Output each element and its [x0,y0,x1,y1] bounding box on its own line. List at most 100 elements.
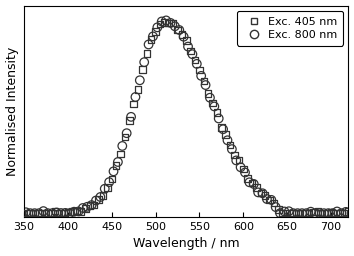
Exc. 800 nm [290,211,296,215]
Exc. 800 nm [159,19,165,24]
Exc. 405 nm [249,181,255,185]
Exc. 405 nm [43,211,49,215]
Exc. 405 nm [337,211,343,215]
Exc. 800 nm [273,205,279,209]
Exc. 800 nm [62,211,68,215]
Exc. 405 nm [47,211,53,215]
Exc. 800 nm [325,211,331,215]
Exc. 405 nm [78,209,84,214]
Exc. 800 nm [133,95,138,99]
Exc. 405 nm [21,211,27,215]
Exc. 405 nm [113,164,119,168]
Legend: Exc. 405 nm, Exc. 800 nm: Exc. 405 nm, Exc. 800 nm [237,11,343,46]
Exc. 405 nm [253,185,259,189]
Exc. 405 nm [122,135,128,139]
Exc. 800 nm [242,170,248,175]
Exc. 405 nm [245,177,251,181]
Exc. 405 nm [69,209,75,214]
Exc. 405 nm [153,30,159,34]
Exc. 800 nm [41,209,46,213]
Exc. 405 nm [135,87,141,91]
Exc. 405 nm [310,210,316,214]
Exc. 405 nm [61,211,67,215]
Exc. 800 nm [211,104,217,109]
Exc. 405 nm [118,152,123,156]
Exc. 800 nm [84,205,90,209]
Exc. 800 nm [54,210,59,215]
Exc. 800 nm [338,211,344,215]
Exc. 405 nm [258,191,264,195]
Exc. 405 nm [131,102,137,106]
Exc. 405 nm [214,111,220,115]
Exc. 800 nm [23,210,29,214]
Exc. 405 nm [293,211,299,215]
Exc. 405 nm [201,79,207,83]
Exc. 800 nm [216,116,222,121]
Exc. 800 nm [27,211,33,215]
Exc. 405 nm [332,211,338,215]
Exc. 800 nm [277,211,283,215]
Exc. 405 nm [289,211,294,215]
Exc. 405 nm [267,198,272,202]
Exc. 405 nm [271,201,277,205]
Exc. 800 nm [343,210,349,214]
Exc. 405 nm [302,211,307,215]
Exc. 800 nm [251,182,257,186]
Exc. 800 nm [268,198,274,202]
Exc. 405 nm [196,68,202,72]
Exc. 405 nm [65,210,71,214]
Exc. 800 nm [295,211,301,215]
Exc. 405 nm [91,203,97,207]
Exc. 405 nm [205,92,211,96]
Exc. 405 nm [175,28,180,32]
Exc. 800 nm [80,206,86,210]
Exc. 800 nm [124,131,130,135]
Exc. 405 nm [139,68,145,72]
Exc. 800 nm [111,169,116,173]
Exc. 405 nm [25,211,31,215]
Exc. 800 nm [67,211,73,215]
Exc. 405 nm [280,211,286,215]
Exc. 800 nm [93,198,99,202]
Exc. 800 nm [58,211,64,215]
Exc. 405 nm [109,177,115,181]
Exc. 800 nm [102,187,108,191]
Exc. 800 nm [225,138,230,142]
Exc. 800 nm [141,60,147,64]
Exc. 405 nm [39,211,45,215]
Exc. 800 nm [154,25,160,29]
Exc. 800 nm [49,211,55,215]
Exc. 405 nm [218,125,224,129]
Exc. 800 nm [137,78,143,82]
Exc. 800 nm [76,209,81,214]
Exc. 800 nm [181,35,187,39]
Exc. 405 nm [315,210,321,214]
Exc. 405 nm [96,197,102,201]
Exc. 800 nm [163,18,169,23]
Exc. 800 nm [185,45,191,49]
Exc. 405 nm [34,211,40,215]
Exc. 800 nm [260,191,266,195]
Exc. 405 nm [144,51,150,55]
Exc. 405 nm [166,21,172,25]
Exc. 405 nm [87,203,93,207]
Exc. 800 nm [207,96,213,100]
Exc. 405 nm [232,153,237,157]
Exc. 800 nm [312,211,318,215]
X-axis label: Wavelength / nm: Wavelength / nm [133,238,240,250]
Exc. 800 nm [168,21,173,25]
Exc. 405 nm [148,38,154,42]
Exc. 800 nm [128,115,134,119]
Exc. 405 nm [341,211,347,215]
Exc. 800 nm [229,147,235,151]
Exc. 800 nm [176,28,182,32]
Exc. 800 nm [190,52,195,56]
Exc. 405 nm [324,211,329,215]
Exc. 800 nm [246,180,252,184]
Exc. 800 nm [303,211,309,215]
Exc. 405 nm [210,101,215,105]
Exc. 800 nm [98,195,103,199]
Exc. 800 nm [45,211,51,215]
Exc. 800 nm [317,211,322,215]
Exc. 800 nm [264,197,270,201]
